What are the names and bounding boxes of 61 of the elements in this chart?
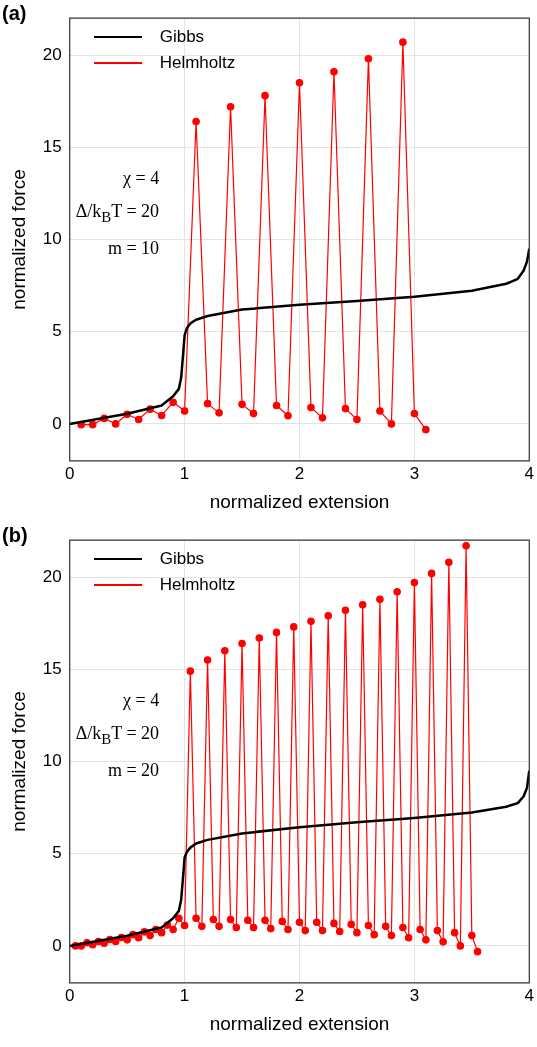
point <box>364 54 373 63</box>
y-tick-label: 10 <box>42 229 62 249</box>
legend-label: Helmholtz <box>159 53 236 74</box>
y-tick-label: 20 <box>42 44 62 64</box>
x-axis-title: normalized extension <box>209 490 390 512</box>
annotation: χ = 4 <box>122 690 160 712</box>
y-tick-label: 5 <box>52 321 62 341</box>
chart-title: (b) <box>2 524 28 547</box>
point <box>169 398 177 407</box>
annotation: m = 10 <box>106 237 160 259</box>
y-tick-label: 20 <box>42 566 62 586</box>
annotation: Δ/k$_{B}$T = 20 <box>75 201 160 226</box>
point <box>111 420 120 428</box>
legend-label: Gibbs <box>159 549 205 570</box>
y-tick-label: 0 <box>52 935 62 955</box>
point <box>341 404 350 413</box>
point <box>284 412 292 420</box>
x-tick-label: 2 <box>294 463 305 483</box>
point <box>88 420 97 429</box>
point <box>180 407 189 415</box>
legend-label: Gibbs <box>159 27 205 48</box>
point <box>399 38 407 46</box>
x-tick-label: 3 <box>409 463 420 483</box>
point <box>157 411 166 420</box>
x-tick-label: 4 <box>524 463 535 483</box>
point <box>249 409 258 418</box>
x-tick-label: 4 <box>524 985 535 1005</box>
point <box>295 78 304 87</box>
y-tick-label: 15 <box>42 136 62 156</box>
point <box>387 420 396 428</box>
x-tick-label: 2 <box>294 985 305 1005</box>
point <box>226 102 235 111</box>
point <box>318 414 327 422</box>
x-tick-label: 3 <box>409 985 420 1005</box>
point <box>376 407 384 415</box>
point <box>238 400 246 409</box>
chart-title: (a) <box>2 2 27 25</box>
point <box>203 399 212 408</box>
x-tick-label: 1 <box>179 985 190 1005</box>
y-tick-label: 0 <box>52 413 62 433</box>
y-axis-title: normalized force <box>7 169 29 310</box>
y-tick-label: 5 <box>52 843 62 863</box>
point <box>410 409 419 418</box>
point <box>353 415 361 424</box>
point <box>192 117 200 126</box>
point <box>134 415 143 424</box>
point <box>330 67 338 76</box>
x-tick-label: 1 <box>179 463 190 483</box>
point <box>215 409 223 417</box>
annotation: Δ/k$_{B}$T = 20 <box>75 723 160 748</box>
y-tick-label: 10 <box>42 751 62 771</box>
point <box>422 425 430 434</box>
y-tick-label: 15 <box>42 658 62 678</box>
legend-label: Helmholtz <box>159 575 236 596</box>
annotation: m = 20 <box>106 759 160 781</box>
point <box>261 91 269 100</box>
annotation: χ = 4 <box>122 168 160 190</box>
point <box>272 401 281 410</box>
y-axis-title: normalized force <box>7 691 29 832</box>
x-axis-title: normalized extension <box>209 1012 390 1034</box>
point <box>307 403 315 412</box>
